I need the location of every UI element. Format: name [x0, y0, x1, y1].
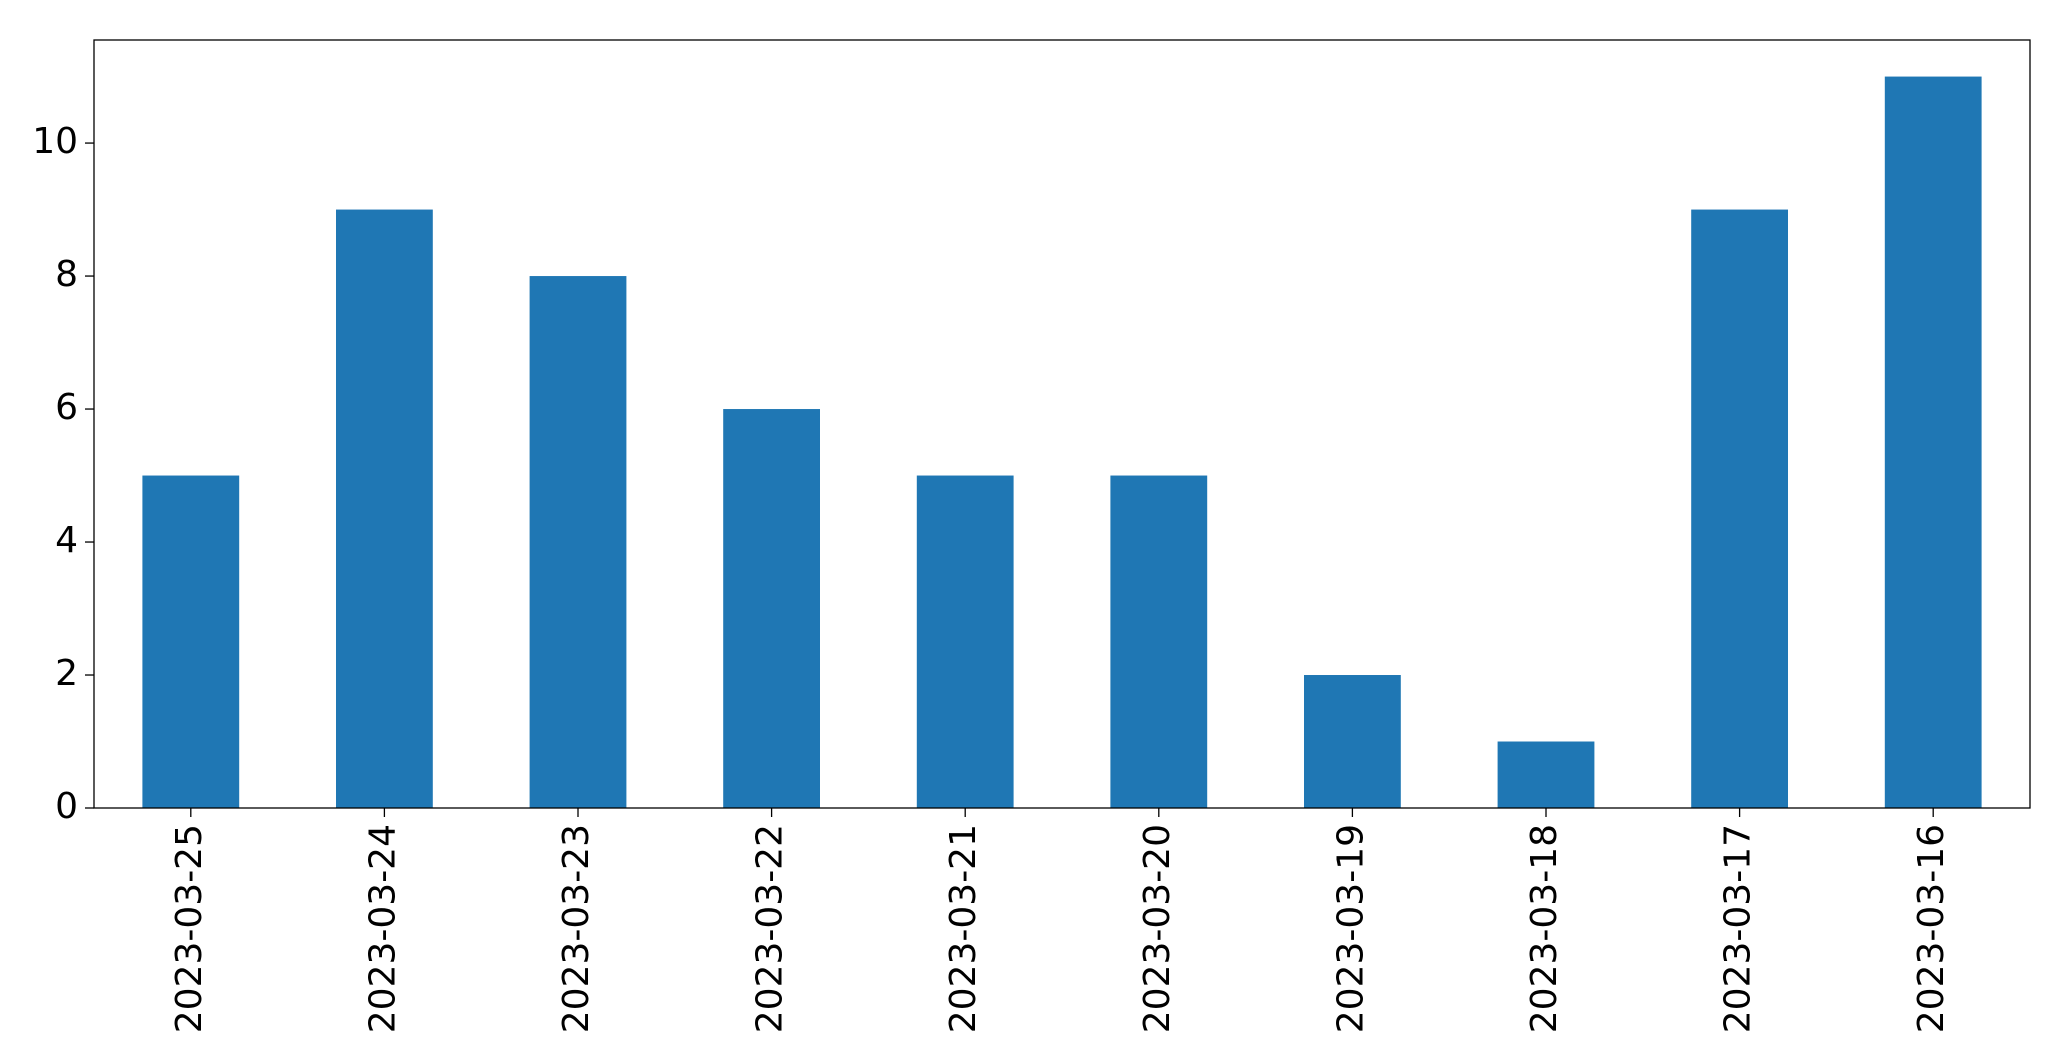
x-tick-label: 2023-03-25 — [169, 824, 210, 1033]
plot-frame — [93, 39, 2031, 809]
x-tick-label: 2023-03-19 — [1330, 824, 1371, 1033]
x-tick-label: 2023-03-16 — [1911, 824, 1952, 1033]
bar — [723, 409, 820, 808]
y-tick-label: 8 — [55, 254, 78, 295]
y-tick-label: 10 — [32, 121, 78, 162]
x-tick-label: 2023-03-20 — [1137, 824, 1178, 1033]
x-tick-label: 2023-03-17 — [1718, 824, 1759, 1033]
x-tick-label: 2023-03-22 — [750, 824, 791, 1033]
x-tick-label: 2023-03-23 — [556, 824, 597, 1033]
x-tick-label: 2023-03-24 — [362, 824, 403, 1033]
x-tick-label: 2023-03-21 — [943, 824, 984, 1033]
bar — [336, 209, 433, 808]
bar — [529, 276, 627, 808]
bar — [1884, 76, 1982, 809]
bar — [1497, 741, 1595, 808]
x-tick-label: 2023-03-18 — [1524, 824, 1565, 1033]
y-tick-label: 2 — [55, 653, 78, 694]
bar — [1691, 209, 1788, 808]
y-tick-label: 6 — [55, 387, 78, 428]
bar — [1304, 675, 1401, 808]
bar — [916, 475, 1014, 808]
y-tick-label: 4 — [55, 520, 78, 561]
bar — [1110, 475, 1208, 808]
bar — [142, 475, 240, 808]
y-tick-label: 0 — [55, 786, 78, 827]
